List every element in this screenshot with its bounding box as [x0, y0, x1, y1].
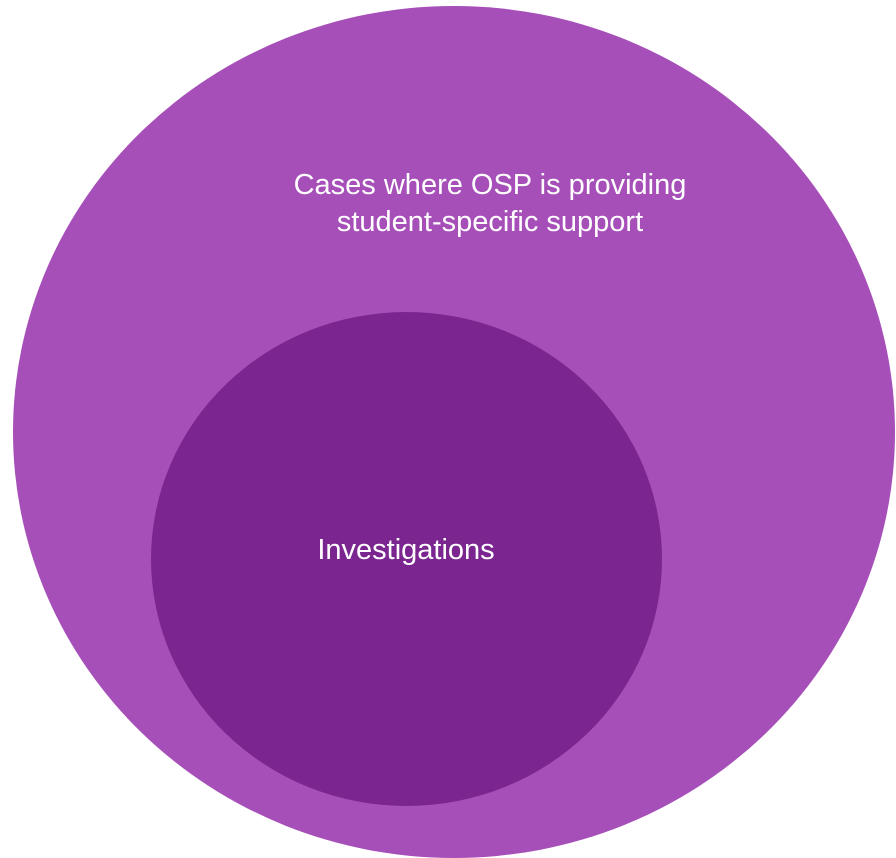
inner-set-label: Investigations — [317, 534, 495, 566]
outer-set-label-line1: Cases where OSP is providing — [293, 169, 687, 201]
inner-set-circle — [151, 312, 662, 806]
outer-set-label-line2: student-specific support — [336, 206, 644, 238]
outer-set-label: Cases where OSP is providing student-spe… — [240, 167, 740, 241]
